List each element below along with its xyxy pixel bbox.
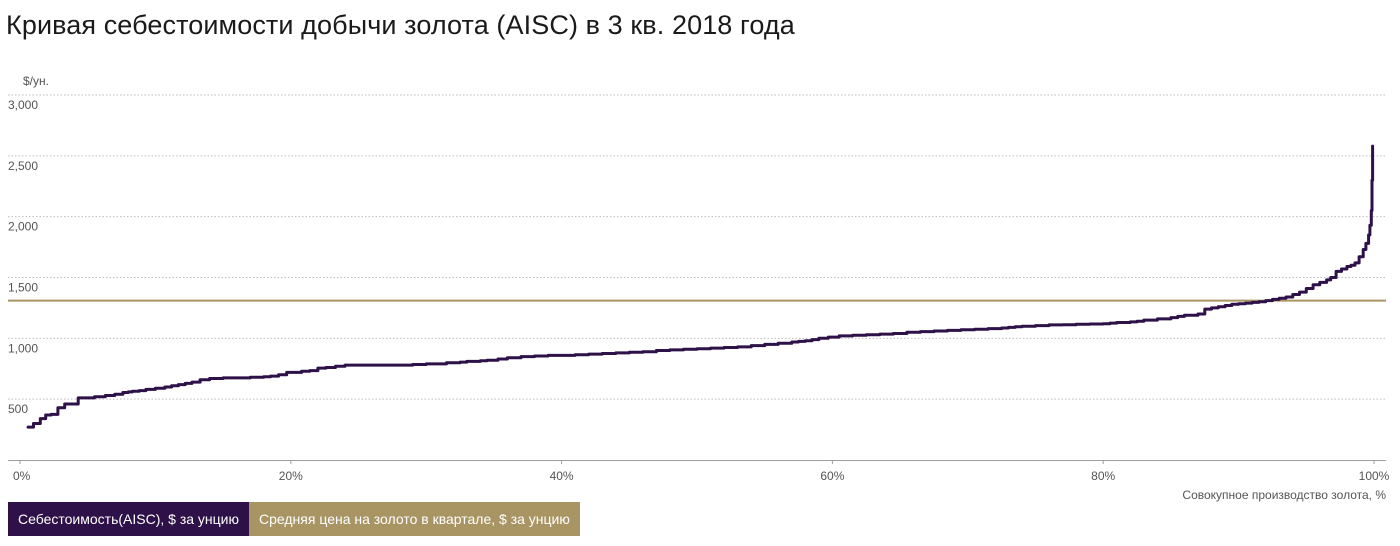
legend-item-cost[interactable]: Себестоимость(AISC), $ за унцию [8,502,249,536]
y-tick-label: 1,500 [8,281,38,295]
y-tick-label: 3,000 [8,98,38,112]
x-tick-label: 20% [279,469,303,483]
x-tick-label: 40% [550,469,574,483]
series-group [8,144,1386,429]
legend-item-gold-price[interactable]: Средняя цена на золото в квартале, $ за … [249,502,580,536]
x-tick-label: 80% [1091,469,1115,483]
x-axis-label: Совокупное производство золота, % [1182,488,1386,502]
y-axis-unit: $/ун. [23,74,49,88]
y-tick-label: 1,000 [8,341,38,355]
x-tick-label: 100% [1359,469,1390,483]
x-tick-label: 0% [13,469,31,483]
gridlines [8,94,1386,461]
y-tick-label: 2,500 [8,159,38,173]
y-tick-label: 500 [8,402,28,416]
legend: Себестоимость(AISC), $ за унцию Средняя … [8,502,580,536]
series-line-cost [26,144,1375,429]
x-axis-ticks: 0% 20% 40% 60% 80% 100% [13,460,1390,483]
x-tick-label: 60% [820,469,844,483]
y-axis-ticks: 500 1,000 1,500 2,000 2,500 3,000 [8,98,38,416]
y-tick-label: 2,000 [8,220,38,234]
page-title: Кривая себестоимости добычи золота (AISC… [6,10,795,40]
